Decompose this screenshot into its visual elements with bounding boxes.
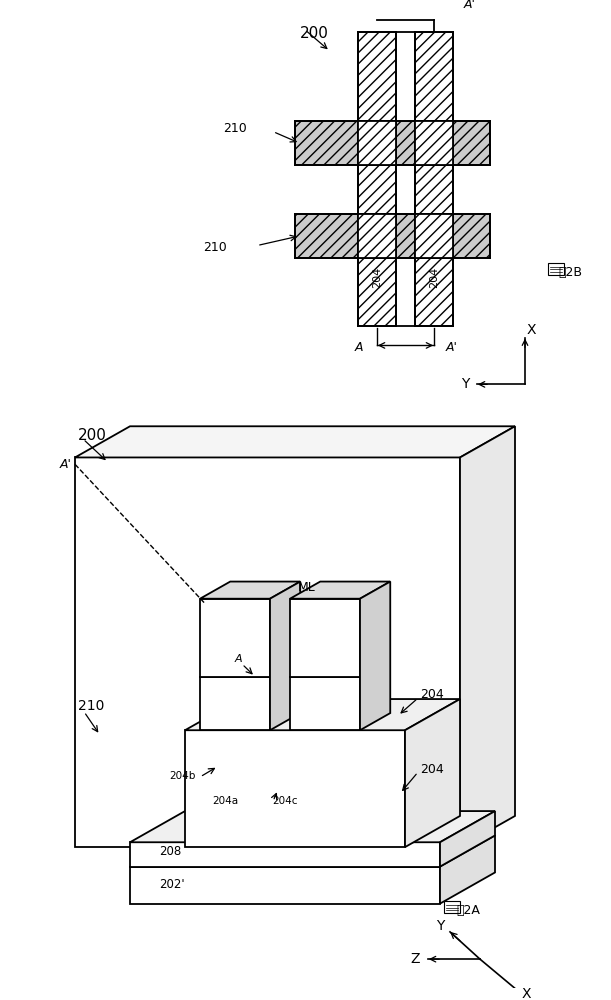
Polygon shape — [290, 599, 360, 677]
Bar — [358, 121, 396, 165]
Bar — [415, 214, 453, 258]
Polygon shape — [200, 599, 270, 677]
Text: A': A' — [464, 0, 476, 11]
Text: 204c: 204c — [272, 796, 298, 806]
Bar — [295, 121, 490, 165]
Text: X: X — [527, 323, 536, 337]
Text: 204: 204 — [420, 688, 444, 701]
Text: 204: 204 — [372, 267, 382, 288]
Polygon shape — [200, 677, 270, 730]
Polygon shape — [185, 730, 405, 847]
Polygon shape — [75, 426, 515, 457]
Text: 210: 210 — [78, 699, 104, 713]
Text: 210: 210 — [203, 241, 227, 254]
Polygon shape — [130, 867, 440, 904]
Polygon shape — [405, 699, 460, 847]
Polygon shape — [130, 842, 440, 867]
Text: Y: Y — [461, 377, 469, 391]
Text: A: A — [234, 654, 242, 664]
Text: 200: 200 — [300, 26, 329, 41]
Bar — [358, 32, 396, 326]
Text: A: A — [355, 341, 364, 354]
Text: 图2A: 图2A — [456, 904, 480, 917]
Polygon shape — [460, 426, 515, 847]
Bar — [295, 214, 490, 258]
Text: A': A' — [60, 458, 72, 471]
Text: 204a: 204a — [212, 796, 238, 806]
Bar — [415, 121, 453, 165]
Text: Z: Z — [411, 952, 420, 966]
Polygon shape — [185, 699, 460, 730]
Text: 200: 200 — [78, 428, 107, 443]
Text: A': A' — [446, 341, 458, 354]
Text: X: X — [522, 987, 532, 1000]
Text: 204: 204 — [429, 267, 439, 288]
Text: 208: 208 — [159, 845, 181, 858]
Text: Y: Y — [436, 919, 444, 933]
Polygon shape — [200, 582, 300, 599]
Polygon shape — [75, 457, 460, 847]
Polygon shape — [270, 582, 300, 730]
Text: 210: 210 — [223, 122, 247, 135]
Bar — [358, 214, 396, 258]
Polygon shape — [440, 835, 495, 904]
Text: 204: 204 — [420, 763, 444, 776]
Bar — [444, 901, 460, 913]
Bar — [415, 32, 453, 326]
Text: 204b: 204b — [170, 771, 196, 781]
Polygon shape — [130, 811, 495, 842]
Text: 图2B: 图2B — [558, 266, 582, 279]
Polygon shape — [290, 677, 360, 730]
Bar — [548, 263, 564, 275]
Text: ML: ML — [298, 581, 316, 594]
Polygon shape — [360, 582, 390, 730]
Polygon shape — [290, 582, 390, 599]
Polygon shape — [130, 835, 495, 867]
Polygon shape — [440, 811, 495, 867]
Text: 202': 202' — [159, 878, 185, 891]
